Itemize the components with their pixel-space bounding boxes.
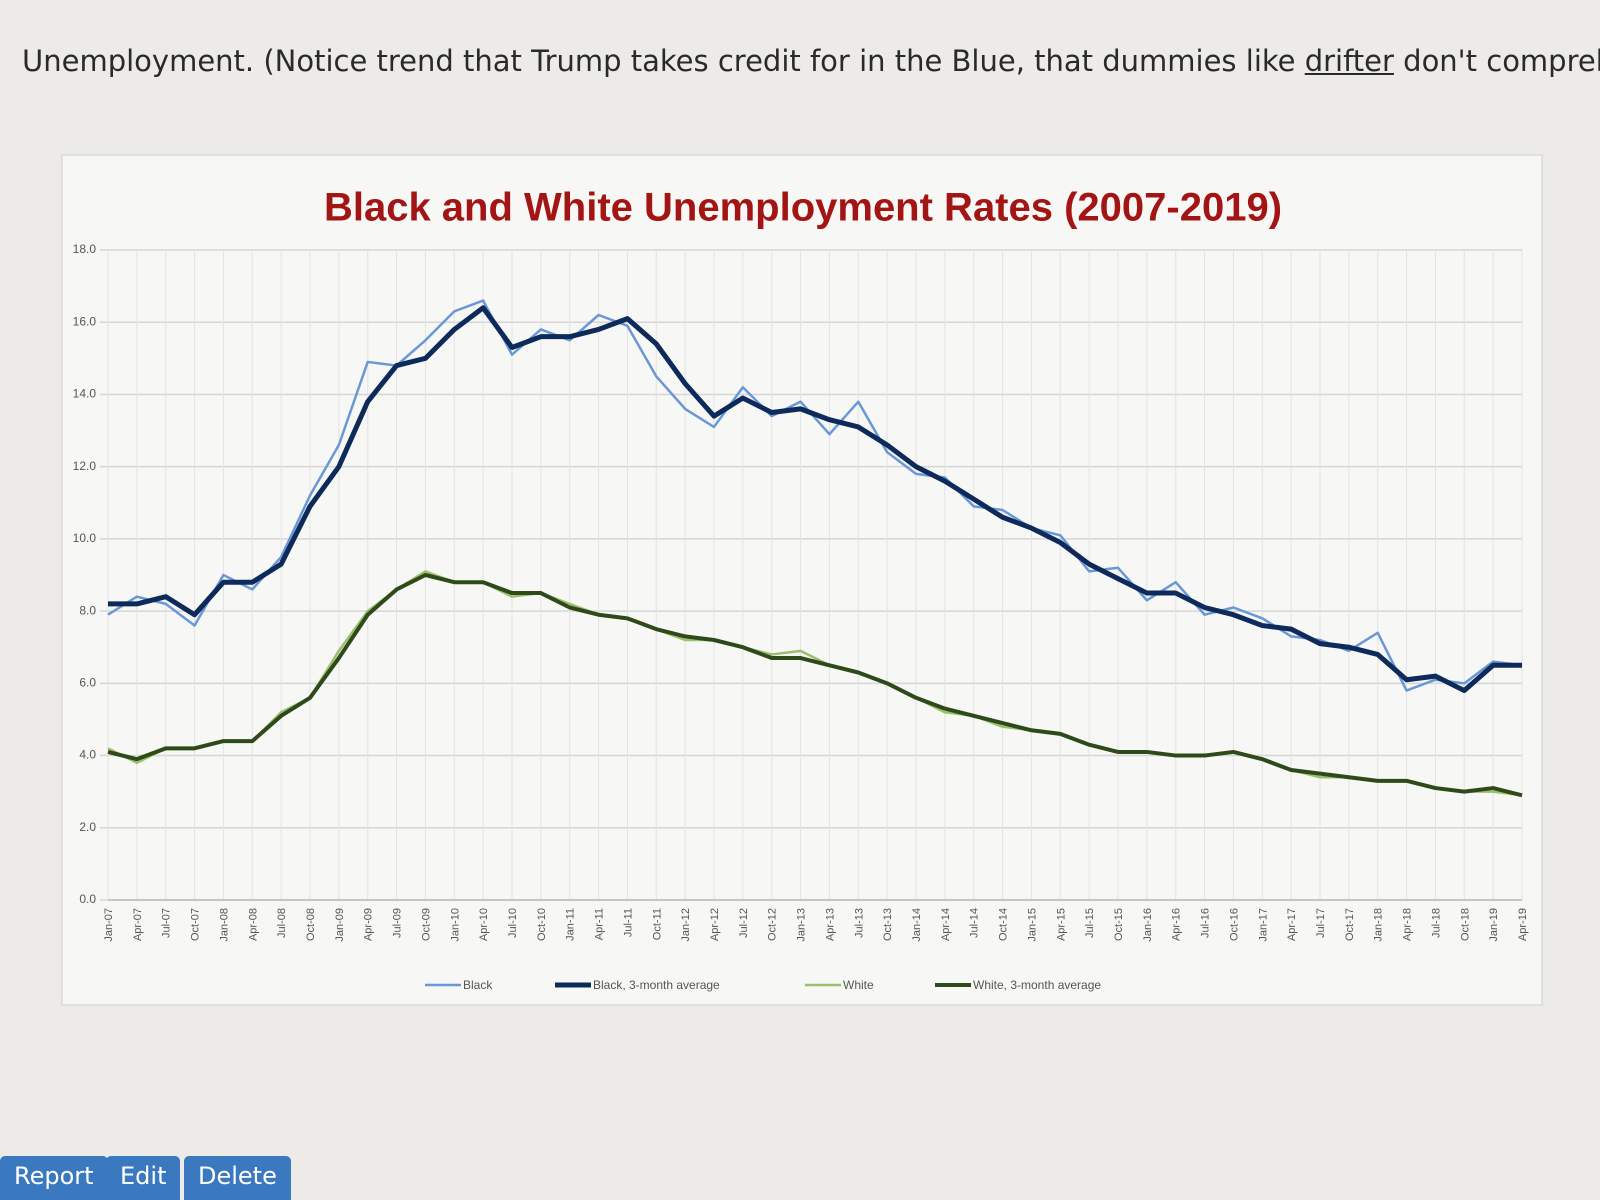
x-tick-label: Jan-12: [680, 908, 692, 942]
x-tick-label: Apr-13: [824, 908, 836, 941]
x-tick-label: Apr-17: [1286, 908, 1298, 941]
x-tick-label: Jul-17: [1315, 908, 1327, 938]
report-button[interactable]: Report: [0, 1156, 108, 1200]
user-link[interactable]: drifter: [1304, 44, 1394, 78]
x-tick-label: Jul-07: [161, 908, 173, 938]
chart: Black and White Unemployment Rates (2007…: [61, 154, 1543, 1006]
legend-label: Black, 3-month average: [593, 978, 720, 992]
x-tick-label: Apr-07: [132, 908, 144, 941]
x-tick-label: Oct-13: [882, 908, 894, 941]
y-tick-label: 4.0: [79, 748, 96, 762]
x-tick-label: Jul-16: [1200, 908, 1212, 938]
x-tick-label: Jul-08: [276, 908, 288, 938]
x-tick-label: Apr-10: [478, 908, 490, 941]
x-tick-label: Jan-16: [1142, 908, 1154, 942]
y-tick-label: 6.0: [79, 676, 96, 690]
x-tick-label: Jan-14: [911, 908, 923, 942]
y-tick-label: 14.0: [73, 387, 97, 401]
x-tick-label: Jul-18: [1430, 908, 1442, 938]
y-tick-label: 18.0: [73, 242, 97, 256]
x-tick-label: Oct-08: [305, 908, 317, 941]
post-text: Unemployment. (Notice trend that Trump t…: [22, 44, 1600, 78]
edit-button[interactable]: Edit: [106, 1156, 181, 1200]
x-tick-label: Apr-14: [940, 908, 952, 941]
x-tick-label: Jul-12: [738, 908, 750, 938]
x-tick-label: Oct-15: [1113, 908, 1125, 941]
x-tick-label: Jan-17: [1257, 908, 1269, 942]
x-tick-label: Apr-15: [1055, 908, 1067, 941]
y-tick-label: 12.0: [73, 459, 97, 473]
x-tick-label: Jan-09: [334, 908, 346, 942]
x-tick-label: Apr-12: [709, 908, 721, 941]
y-tick-label: 8.0: [79, 603, 96, 617]
x-tick-label: Jul-15: [1084, 908, 1096, 938]
series-line: [108, 305, 1522, 694]
x-tick-label: Jan-19: [1488, 908, 1500, 942]
legend-label: White: [843, 978, 874, 992]
legend-label: Black: [463, 978, 493, 992]
x-tick-label: Apr-19: [1517, 908, 1529, 941]
x-tick-label: Oct-09: [420, 908, 432, 941]
x-tick-label: Jan-11: [565, 908, 577, 941]
x-tick-label: Oct-07: [190, 908, 202, 941]
x-tick-label: Apr-18: [1402, 908, 1414, 941]
x-tick-label: Oct-16: [1228, 908, 1240, 941]
y-tick-label: 16.0: [73, 314, 97, 328]
x-tick-label: Jan-15: [1026, 908, 1038, 942]
post-body: Unemployment. (Notice trend that Trump t…: [22, 44, 1296, 78]
x-tick-label: Jul-09: [392, 908, 404, 938]
x-tick-label: Jul-10: [507, 908, 519, 938]
series-line: [107, 299, 1523, 692]
legend-label: White, 3-month average: [973, 978, 1101, 992]
x-tick-label: Jan-18: [1373, 908, 1385, 942]
x-tick-label: Oct-18: [1459, 908, 1471, 941]
y-tick-label: 0.0: [79, 892, 96, 906]
chart-title: Black and White Unemployment Rates (2007…: [324, 186, 1282, 230]
x-tick-label: Apr-11: [594, 908, 606, 940]
x-tick-label: Apr-16: [1171, 908, 1183, 941]
x-tick-label: Jul-11: [622, 908, 634, 937]
series-line: [107, 573, 1523, 798]
x-tick-label: Apr-09: [363, 908, 375, 941]
x-tick-label: Jan-13: [796, 908, 808, 942]
x-tick-label: Oct-11: [651, 908, 663, 940]
x-tick-label: Jan-10: [449, 908, 461, 942]
x-tick-label: Oct-10: [536, 908, 548, 941]
x-tick-label: Oct-12: [767, 908, 779, 941]
x-tick-label: Jan-07: [103, 908, 115, 942]
x-tick-label: Oct-17: [1344, 908, 1356, 941]
chart-frame: [61, 154, 1543, 1006]
x-tick-label: Jul-14: [969, 908, 981, 938]
delete-button[interactable]: Delete: [184, 1156, 291, 1200]
y-tick-label: 10.0: [73, 531, 97, 545]
x-tick-label: Jan-08: [218, 908, 230, 942]
x-tick-label: Oct-14: [998, 908, 1010, 941]
x-tick-label: Jul-13: [853, 908, 865, 938]
y-tick-label: 2.0: [79, 820, 96, 834]
post-body-end: don't comprehen: [1403, 44, 1600, 78]
x-tick-label: Apr-08: [247, 908, 259, 941]
